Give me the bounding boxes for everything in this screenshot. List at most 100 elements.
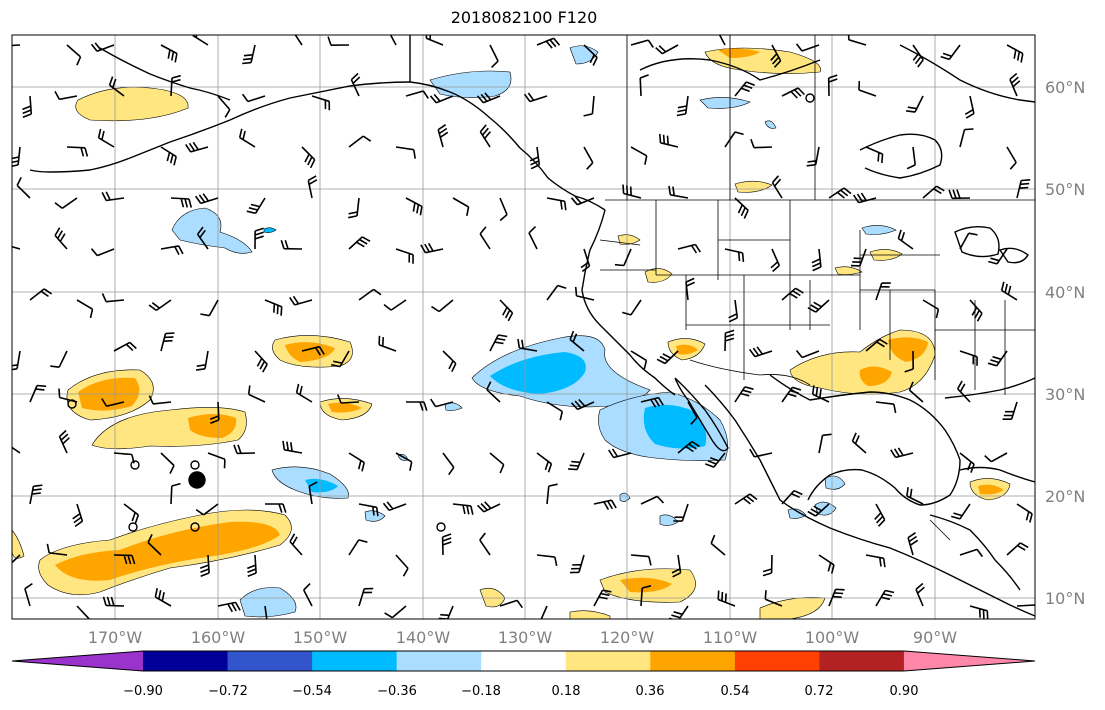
wind-barb	[811, 385, 830, 403]
coastlines	[29, 35, 1035, 617]
colorbar-outline	[11, 650, 1036, 672]
wind-barb	[1006, 146, 1017, 170]
wind-barb	[207, 452, 226, 469]
colorbar-tick-label: −0.72	[208, 684, 248, 699]
wind-barb	[58, 429, 70, 454]
wind-barb	[728, 299, 739, 323]
wind-barb	[395, 248, 414, 264]
wind-barb	[254, 227, 264, 250]
wind-barb	[724, 248, 745, 262]
wind-barb	[897, 229, 914, 250]
colorbar-tick-label: 0.54	[721, 684, 750, 699]
wind-barb	[431, 299, 454, 313]
wind-barb	[630, 39, 654, 48]
wind-barb	[12, 146, 21, 168]
wind-barb	[438, 605, 454, 619]
wind-barb	[384, 605, 407, 619]
wind-barb	[123, 503, 140, 524]
wind-barb	[241, 93, 266, 103]
wind-barb	[906, 146, 916, 170]
wind-barb	[770, 44, 782, 68]
wind-barb	[734, 197, 749, 219]
wind-barb	[348, 135, 372, 148]
wind-barb	[583, 146, 594, 170]
wind-barb	[940, 44, 961, 61]
wind-barb	[959, 232, 978, 250]
wind-barb	[904, 350, 914, 373]
colorbar-tick-label: −0.90	[123, 684, 163, 699]
wind-barb	[358, 587, 374, 607]
wind-barb	[192, 35, 209, 46]
wind-barb	[865, 146, 884, 164]
wind-barb	[54, 197, 78, 209]
wind-barb	[915, 582, 925, 607]
wind-barb	[217, 601, 241, 613]
wind-barb	[16, 176, 31, 199]
wind-barb	[280, 239, 303, 250]
wind-barb	[795, 349, 820, 359]
positive-anomaly-regions	[12, 47, 1011, 619]
wind-barb	[818, 554, 835, 574]
wind-barb	[957, 380, 971, 403]
wind-barb	[781, 287, 804, 301]
wind-barb	[569, 554, 585, 574]
wind-barb	[499, 599, 524, 609]
wind-barb	[622, 184, 642, 199]
wind-barb	[405, 90, 429, 99]
wind-barb	[964, 95, 975, 119]
colorbar-segment	[312, 651, 398, 671]
wind-barb	[238, 128, 256, 148]
wind-barb	[430, 398, 454, 408]
wind-barb	[327, 36, 350, 46]
wind-barb	[828, 588, 845, 607]
wind-barb	[154, 588, 172, 607]
wind-barb	[570, 398, 595, 411]
map-frame	[11, 34, 1036, 620]
wind-barb	[12, 350, 21, 371]
wind-barb	[102, 596, 125, 607]
lat-label: 30°N	[1045, 385, 1085, 404]
wind-barb	[101, 293, 125, 303]
wind-barb	[350, 72, 361, 97]
wind-barb	[806, 146, 820, 167]
wind-barb	[405, 197, 423, 216]
wind-barb	[289, 295, 313, 306]
wind-barb	[795, 43, 820, 52]
wind-barb	[568, 452, 585, 471]
wind-barb	[959, 452, 975, 473]
wind-barb	[437, 124, 449, 148]
wind-barb	[54, 91, 78, 101]
wind-barb	[489, 452, 505, 474]
wind-barb	[569, 330, 585, 352]
wind-barb	[97, 128, 115, 148]
colorbar-segment	[396, 651, 482, 671]
wind-barb	[640, 396, 664, 408]
lon-label: 140°W	[396, 628, 451, 647]
wind-barb	[570, 195, 595, 206]
wind-barb	[807, 503, 830, 517]
wind-barb	[781, 489, 803, 505]
wind-barb	[1002, 401, 1018, 420]
wind-barb	[358, 288, 382, 301]
wind-barb	[479, 532, 491, 556]
wind-barb	[764, 590, 783, 607]
wind-barb	[608, 448, 632, 459]
wind-barb	[770, 248, 781, 273]
wind-barb	[781, 386, 802, 403]
wind-barb	[499, 197, 508, 222]
wind-barb	[246, 197, 266, 215]
lon-label: 100°W	[805, 628, 860, 647]
lon-label: 170°W	[88, 628, 143, 647]
wind-barb	[630, 146, 648, 165]
wind-barb	[676, 95, 689, 117]
wind-barb	[807, 299, 830, 313]
wind-barb	[668, 185, 689, 199]
wind-barb	[811, 248, 822, 272]
wind-barb	[50, 350, 68, 368]
wind-barb	[734, 493, 758, 505]
wind-barb	[452, 503, 474, 515]
wind-barb	[301, 345, 325, 356]
wind-barb	[195, 350, 209, 371]
wind-barb	[905, 95, 924, 113]
